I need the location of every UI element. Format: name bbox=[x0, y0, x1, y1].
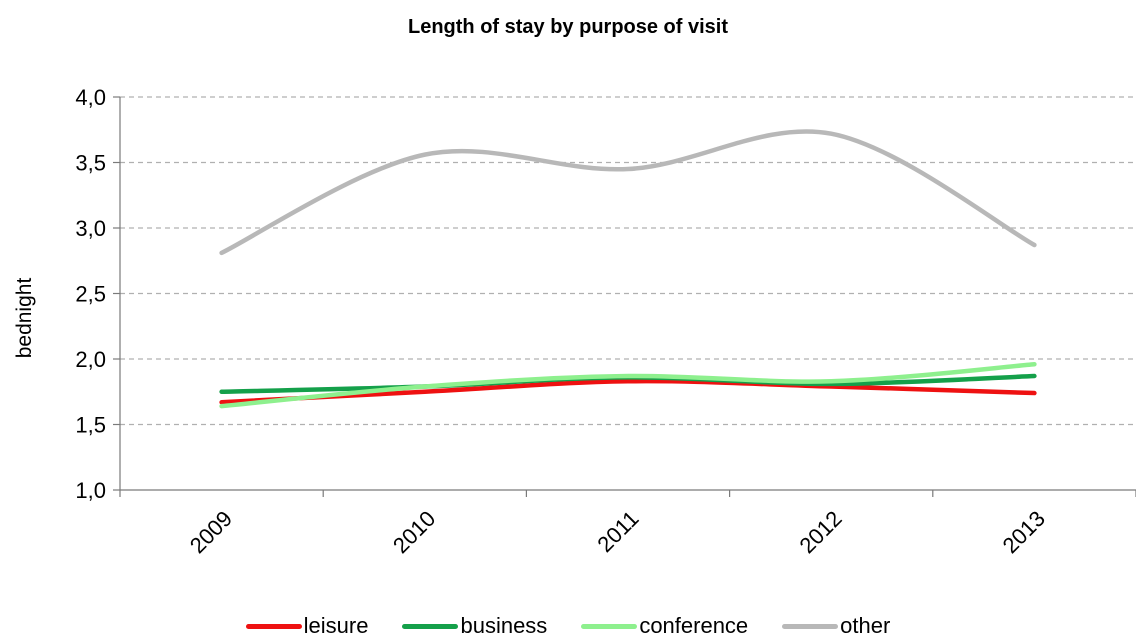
legend-item-conference: conference bbox=[581, 614, 748, 638]
x-tick-label: 2010 bbox=[388, 506, 440, 558]
y-tick-label: 3,5 bbox=[75, 151, 106, 176]
x-tick-label: 2013 bbox=[998, 506, 1050, 558]
legend-label: other bbox=[840, 613, 891, 638]
legend-swatch bbox=[402, 623, 459, 629]
series-line-other bbox=[219, 129, 1037, 256]
legend-label: conference bbox=[639, 613, 749, 638]
x-axis-tick-labels: 2009 2010 2011 2012 2013 bbox=[185, 506, 1050, 558]
x-tick-label: 2009 bbox=[185, 506, 237, 558]
x-tick-label: 2012 bbox=[794, 506, 846, 558]
y-tick-label: 1,0 bbox=[75, 478, 106, 503]
series-line-leisure bbox=[219, 378, 1037, 405]
legend-label: leisure bbox=[303, 613, 369, 638]
axes bbox=[113, 96, 1136, 497]
series-line-conference bbox=[219, 361, 1037, 409]
y-tick-label: 1,5 bbox=[75, 413, 106, 438]
x-tick-label: 2011 bbox=[592, 506, 643, 557]
gridlines bbox=[120, 96, 1136, 426]
y-tick-label: 4,0 bbox=[75, 85, 106, 110]
y-axis-title: bednight bbox=[13, 278, 36, 359]
legend-item-business: business bbox=[402, 614, 547, 638]
y-tick-label: 3,0 bbox=[75, 216, 106, 241]
legend-item-leisure: leisure bbox=[245, 613, 369, 638]
legend-swatch bbox=[245, 623, 302, 629]
legend: leisure business conference other bbox=[0, 612, 1136, 640]
y-tick-label: 2,5 bbox=[75, 282, 106, 307]
legend-label: business bbox=[460, 613, 548, 638]
legend-item-other: other bbox=[782, 614, 890, 638]
y-axis-tick-labels: 1,0 1,5 2,0 2,5 3,0 3,5 4,0 bbox=[75, 85, 106, 503]
series-lines bbox=[219, 129, 1037, 409]
y-tick-label: 2,0 bbox=[75, 347, 106, 372]
legend-swatch bbox=[782, 623, 839, 629]
chart-title: Length of stay by purpose of visit bbox=[407, 16, 729, 38]
legend-swatch bbox=[581, 623, 638, 629]
